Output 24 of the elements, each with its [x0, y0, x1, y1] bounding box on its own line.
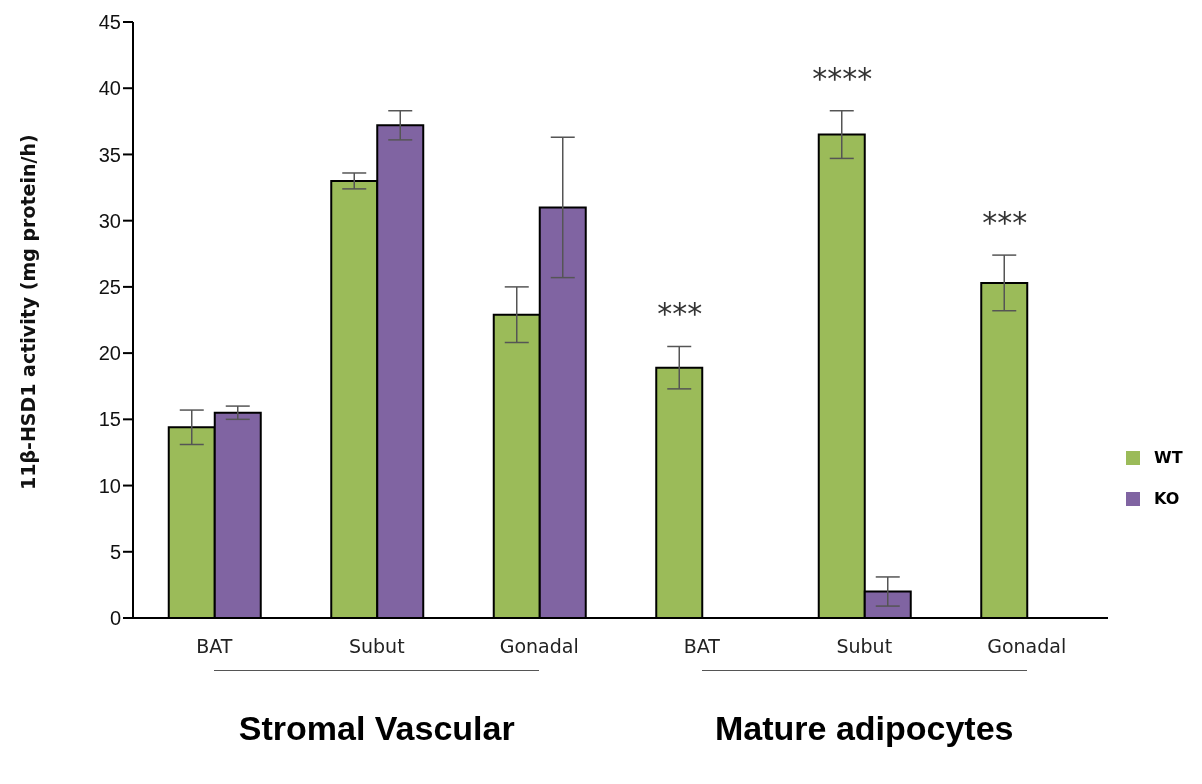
y-axis-title: 11β-HSD1 activity (mg protein/h) — [16, 134, 39, 490]
y-tick-label: 30 — [98, 209, 121, 232]
y-tick-label: 15 — [98, 408, 121, 431]
y-tick-label: 10 — [98, 474, 121, 497]
legend-label: WT — [1154, 448, 1183, 467]
y-tick-label: 20 — [98, 342, 121, 365]
y-tick-label: 25 — [98, 275, 121, 298]
text: Stromal Vascular — [237, 709, 516, 748]
annotation: *** — [982, 205, 1028, 241]
y-tick-label: 35 — [98, 143, 121, 166]
x-tick-label: BAT — [683, 635, 721, 658]
y-tick-label: 40 — [98, 77, 121, 100]
x-tick-label: BAT — [196, 635, 233, 658]
y-tick-label: 45 — [98, 11, 121, 34]
x-tick-label: Gonadal — [499, 635, 579, 658]
legend-label: KO — [1154, 489, 1180, 508]
x-tick-label: Gonadal — [987, 635, 1067, 658]
x-tick-label: Subut — [348, 635, 405, 658]
text: Mature adipocytes — [714, 709, 1015, 748]
x-tick-label: Subut — [836, 635, 893, 658]
y-tick-label: 0 — [109, 607, 121, 630]
annotation: *** — [657, 296, 703, 332]
y-tick-label: 5 — [109, 540, 121, 563]
annotation: **** — [812, 60, 873, 96]
